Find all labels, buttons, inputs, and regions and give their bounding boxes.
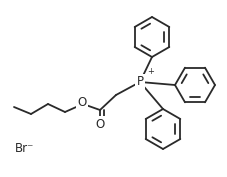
Text: P: P: [136, 76, 143, 88]
Text: Br⁻: Br⁻: [15, 142, 34, 156]
Text: O: O: [77, 96, 86, 110]
Text: +: +: [146, 67, 153, 76]
Text: O: O: [95, 118, 104, 131]
